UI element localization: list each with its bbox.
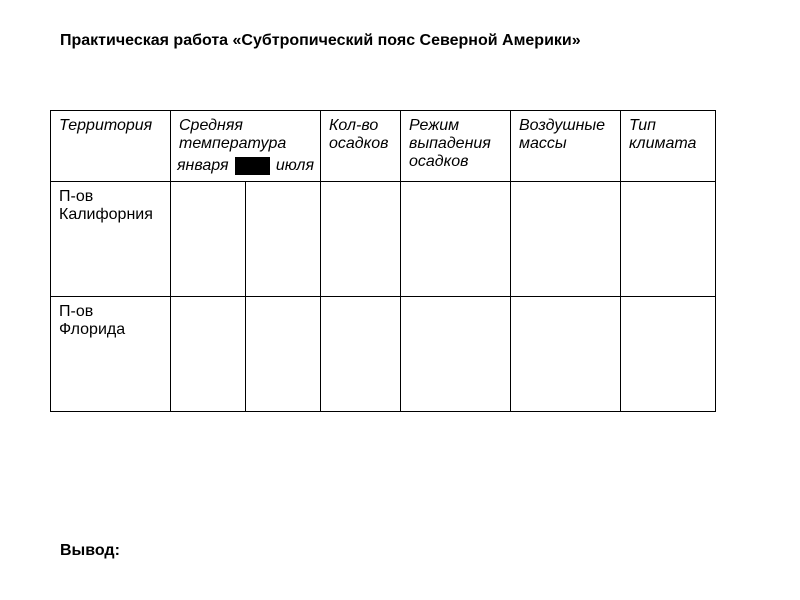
col-header-climate-type: Тип климата	[621, 111, 716, 182]
table-header-row: Территория Средняя температура января ию…	[51, 111, 716, 182]
cell-jul	[246, 182, 321, 297]
cell-precip-regime	[401, 182, 511, 297]
col-header-avg-temp-label: Средняя температура	[171, 111, 320, 155]
col-subheader-january: января	[171, 155, 235, 181]
col-header-precip-amount: Кол-во осадков	[321, 111, 401, 182]
cell-jul	[246, 297, 321, 412]
cell-territory: П-ов Калифорния	[51, 182, 171, 297]
table-row: П-ов Калифорния	[51, 182, 716, 297]
cell-air-masses	[511, 182, 621, 297]
climate-table: Территория Средняя температура января ию…	[50, 110, 716, 412]
cell-climate-type	[621, 182, 716, 297]
cell-jan	[171, 182, 246, 297]
col-header-territory: Территория	[51, 111, 171, 182]
cell-precip-regime	[401, 297, 511, 412]
cell-territory: П-ов Флорида	[51, 297, 171, 412]
col-header-air-masses: Воздушные массы	[511, 111, 621, 182]
cell-precip-amount	[321, 297, 401, 412]
col-subheader-july: июля	[270, 155, 320, 181]
cell-climate-type	[621, 297, 716, 412]
page-title: Практическая работа «Субтропический пояс…	[60, 32, 581, 50]
cell-precip-amount	[321, 182, 401, 297]
worksheet-page: Практическая работа «Субтропический пояс…	[0, 0, 800, 600]
temp-separator	[235, 157, 270, 175]
conclusion-label: Вывод:	[60, 542, 120, 560]
col-header-avg-temp: Средняя температура января июля	[171, 111, 321, 182]
table-row: П-ов Флорида	[51, 297, 716, 412]
col-header-precip-regime: Режим выпадения осадков	[401, 111, 511, 182]
cell-jan	[171, 297, 246, 412]
cell-air-masses	[511, 297, 621, 412]
